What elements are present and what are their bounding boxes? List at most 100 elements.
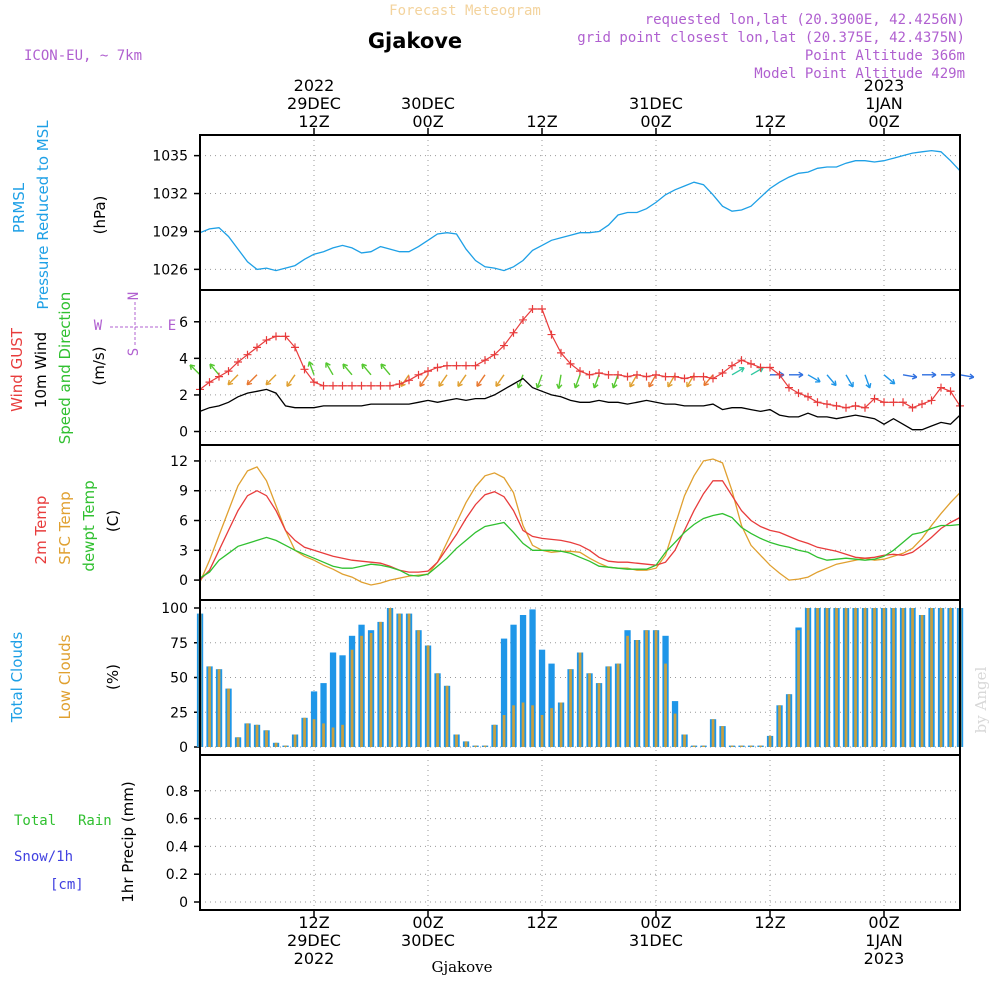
gust-marker xyxy=(547,330,556,339)
gust-marker xyxy=(813,398,822,407)
gust-marker xyxy=(842,403,850,412)
wind-barb xyxy=(845,374,854,388)
low-cloud-bar xyxy=(597,683,601,747)
wind-grid xyxy=(200,290,960,445)
low-cloud-bar xyxy=(588,673,591,747)
low-cloud-bar xyxy=(559,702,563,747)
y-tick-label: 1029 xyxy=(152,224,188,240)
wind-barb-head xyxy=(476,381,482,387)
y-tick-label: 1026 xyxy=(152,262,188,278)
wind-barb-head xyxy=(495,381,501,387)
low-cloud-bar xyxy=(208,666,211,747)
wind-barb xyxy=(612,374,619,389)
wind-barb-head xyxy=(227,379,234,386)
y-tick-label: 1032 xyxy=(152,187,188,203)
wind-barb-head xyxy=(950,371,956,378)
total-cloud-bar xyxy=(339,655,346,747)
y-tick-label: 0.6 xyxy=(166,812,188,828)
gust-marker xyxy=(614,370,622,379)
gust-marker xyxy=(633,370,641,379)
time-tick-label: 30DEC xyxy=(401,94,455,113)
gust-marker xyxy=(775,370,784,379)
low-cloud-bar xyxy=(825,608,829,747)
gust-marker xyxy=(595,368,603,377)
cloud-label-2: Low Clouds xyxy=(56,634,74,719)
wind-label-3: Speed and Direction xyxy=(56,292,74,445)
gust-marker xyxy=(243,350,252,359)
time-tick-label: 2023 xyxy=(864,76,905,95)
low-cloud-bar xyxy=(702,745,705,747)
precip-label-cm: [cm] xyxy=(50,877,84,893)
low-cloud-bar xyxy=(569,669,572,747)
low-cloud-bar xyxy=(863,608,867,747)
gust-marker xyxy=(927,396,936,405)
low-cloud-bar xyxy=(474,745,477,747)
low-cloud-bar xyxy=(645,630,648,747)
wind-barb-head xyxy=(419,381,425,387)
pressure-unit: (hPa) xyxy=(91,196,109,235)
wind-barb xyxy=(325,362,334,376)
y-tick-label: 50 xyxy=(170,671,188,687)
gust-marker xyxy=(481,356,489,365)
low-cloud-bar xyxy=(844,608,848,747)
gust-marker xyxy=(253,343,261,352)
wind-barb xyxy=(361,363,372,376)
gust-marker xyxy=(899,398,907,407)
low-cloud-bar xyxy=(797,630,800,747)
gust-marker xyxy=(718,368,727,377)
wind-barb xyxy=(574,374,581,389)
wind-barb xyxy=(807,374,821,383)
time-tick-label: 12Z xyxy=(298,112,329,131)
wind-barb-head xyxy=(307,361,314,367)
wind-barb xyxy=(864,374,871,389)
wind-y-axis: 0 2 4 6 xyxy=(179,315,200,441)
low-cloud-bar xyxy=(398,613,401,747)
model-label: ICON-EU, ~ 7km xyxy=(24,48,142,64)
temp-2m-line xyxy=(199,480,961,581)
y-tick-label: 12 xyxy=(170,454,188,470)
total-cloud-bar xyxy=(538,649,546,747)
wind-barb xyxy=(557,374,562,389)
temp-label-1: 2m Temp xyxy=(32,496,50,565)
precip-label-rain: Rain xyxy=(78,813,112,829)
gust-marker xyxy=(566,359,575,368)
gust-marker xyxy=(585,370,594,379)
gust-marker xyxy=(728,361,736,370)
low-cloud-bar xyxy=(740,745,743,747)
gust-marker xyxy=(671,372,679,381)
time-tick-label: 2022 xyxy=(294,949,335,968)
wind-barb xyxy=(246,374,258,386)
gust-marker xyxy=(405,376,413,385)
low-cloud-bar xyxy=(949,608,952,747)
wind-barb-head xyxy=(189,364,196,370)
cloud-bars xyxy=(196,608,964,747)
wind-barb-head xyxy=(815,377,821,383)
time-tick-label: 12Z xyxy=(754,913,785,932)
precip-unit: 1hr Precip (mm) xyxy=(119,781,137,902)
wind-barb xyxy=(536,374,543,389)
gust-marker xyxy=(604,370,613,379)
low-cloud-bar xyxy=(350,649,354,747)
low-cloud-bar xyxy=(654,630,658,747)
y-tick-label: 0.2 xyxy=(166,867,188,883)
wind-barb-head xyxy=(573,382,580,389)
wind-barb-head xyxy=(438,381,444,387)
low-cloud-bar xyxy=(873,608,876,747)
low-cloud-bar xyxy=(445,685,449,747)
time-tick-label: 29DEC xyxy=(287,94,341,113)
gust-marker xyxy=(348,381,356,390)
wind-barb xyxy=(286,374,296,387)
low-cloud-bar xyxy=(616,663,620,747)
low-cloud-bar xyxy=(284,745,287,747)
time-tick-label: 29DEC xyxy=(287,931,341,950)
wind-barb-head xyxy=(325,362,331,368)
low-cloud-bar xyxy=(711,719,715,747)
grid-coords: grid point closest lon,lat (20.375E, 42.… xyxy=(577,30,965,46)
low-cloud-bar xyxy=(293,734,297,747)
gust-marker xyxy=(823,400,831,409)
low-cloud-bar xyxy=(369,633,373,747)
pressure-label-1: PRMSL xyxy=(10,182,28,233)
wind-label-2: 10m Wind xyxy=(32,332,50,408)
precip-panel: 0 0.2 0.4 0.6 0.8 xyxy=(166,754,961,911)
gust-marker xyxy=(528,304,537,313)
